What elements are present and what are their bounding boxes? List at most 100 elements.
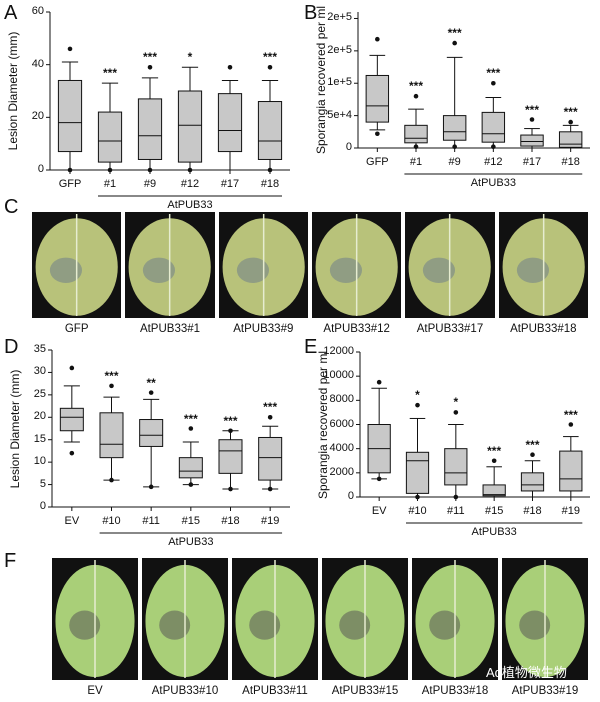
box-d-4 [218, 428, 243, 492]
leaf-label: AtPUB33#11 [242, 685, 308, 697]
iqr-box [217, 93, 243, 153]
box-a-3 [177, 66, 203, 173]
x-tick-label: #10 [408, 505, 427, 517]
box-a-0 [57, 46, 83, 173]
leaf-drawing [55, 560, 135, 678]
leaf-photo [498, 212, 588, 318]
x-tick-label: #18 [561, 156, 580, 168]
leaf-drawing [505, 560, 585, 678]
panel-label-d: D [4, 336, 19, 358]
lesion-spot [429, 610, 461, 640]
x-tick-label: #18 [221, 515, 240, 527]
lesion-spot [143, 257, 176, 284]
iqr-box [405, 451, 430, 494]
box-b-2 [442, 40, 467, 150]
x-tick-label: #11 [447, 505, 465, 517]
box-a-1 [97, 82, 123, 173]
box-e-2 [444, 410, 468, 500]
outlier-point [228, 486, 233, 492]
panel-label-b: B [304, 2, 318, 24]
panel-label-c: C [4, 196, 19, 218]
box-e-3 [482, 458, 506, 498]
y-tick-label: 40 [31, 57, 44, 70]
y-tick-label: 20 [31, 110, 44, 123]
outlier-point [109, 383, 114, 389]
group-label: AtPUB33 [471, 526, 517, 538]
y-tick-label: 2000 [329, 465, 354, 478]
leaf-photo [502, 558, 588, 680]
leaf-label: AtPUB33#18 [421, 685, 489, 697]
significance-stars: ** [146, 375, 156, 390]
iqr-box [59, 407, 84, 432]
group-label: AtPUB33 [470, 177, 516, 189]
box-a-4 [217, 65, 243, 171]
outlier-point [148, 484, 154, 490]
panel-label-f: F [4, 550, 17, 572]
y-tick-label: 5 [39, 477, 46, 490]
y-tick-label: 8000 [329, 393, 354, 406]
iqr-box [97, 111, 123, 163]
iqr-box [365, 74, 390, 123]
outlier-point [375, 131, 380, 137]
leaf-label: GFP [64, 323, 89, 335]
outlier-point [67, 46, 73, 52]
y-tick-label: 0 [345, 141, 352, 153]
x-tick-label: #15 [181, 515, 200, 527]
x-tick-label: EV [371, 505, 387, 517]
significance-stars: *** [102, 66, 117, 81]
significance-stars: *** [142, 50, 157, 65]
iqr-box [177, 90, 203, 163]
outlier-point [188, 426, 194, 431]
leaf-photo [322, 558, 408, 680]
chart-svg-b [354, 12, 590, 175]
x-tick-label: #12 [484, 156, 503, 168]
outlier-point [413, 93, 419, 99]
significance-stars: *** [263, 400, 278, 415]
iqr-box [558, 131, 583, 148]
y-tick-label: 6000 [329, 417, 354, 430]
leaf-drawing [408, 214, 492, 316]
leaf-photo [32, 212, 122, 318]
panel-label-a: A [4, 2, 18, 24]
y-tick-label: 1e+5 [327, 76, 352, 89]
chart-d-lesion-diameter: 0 5 10 15 20 25 30 35 Lesion Diameter (mm) EV *** #… [0, 340, 300, 555]
significance-stars: *** [104, 368, 119, 383]
y-tick-label: 15 [33, 432, 46, 445]
leaf-drawing [325, 560, 405, 678]
iqr-box [258, 436, 283, 481]
lesion-spot [516, 257, 549, 284]
leaf-drawing [235, 560, 315, 678]
box-a-2 [137, 65, 163, 173]
iqr-box [404, 124, 428, 144]
leaf-photo [52, 558, 138, 680]
x-tick-label: #18 [523, 505, 542, 517]
outlier-point [413, 144, 419, 150]
outlier-point [69, 365, 75, 371]
box-e-0 [367, 379, 391, 482]
leaf-photo [405, 212, 495, 318]
outlier-point [453, 410, 459, 415]
y-tick-label: 4000 [329, 441, 354, 454]
outlier-point [376, 476, 382, 482]
leaf-photos-c: GFP AtPUB33#1 AtPUB33#9 AtPUB33#12 AtPUB33#1… [30, 212, 590, 340]
box-d-0 [59, 365, 84, 456]
outlier-point [109, 477, 114, 483]
leaf-label: AtPUB33#9 [233, 323, 294, 335]
chart-a-lesion-diameter: 0 20 40 60 Lesion Diameter (mm) GFP *** #1 *** #9… [0, 0, 300, 215]
chart-b-sporangia: 0 5e+4 1e+5 2e+5 2e+5 Sporangia recovered per… [300, 0, 600, 215]
leaf-drawing [35, 214, 118, 316]
significance-stars: *** [223, 413, 238, 428]
iqr-box [257, 101, 283, 160]
box-e-1 [405, 402, 430, 500]
outlier-point [228, 428, 233, 434]
y-axis-label: Sporangia recovered per ml [316, 350, 330, 499]
lesion-spot [236, 257, 269, 284]
iqr-box [139, 419, 164, 447]
leaf-photo [312, 212, 402, 318]
y-axis-label: Sporangia recovered per ml [314, 5, 328, 155]
outlier-point [529, 117, 535, 122]
leaf-photo [142, 558, 228, 680]
y-tick-label: 20 [33, 410, 46, 423]
y-tick-label: 12000 [323, 345, 354, 357]
outlier-point [267, 486, 273, 492]
